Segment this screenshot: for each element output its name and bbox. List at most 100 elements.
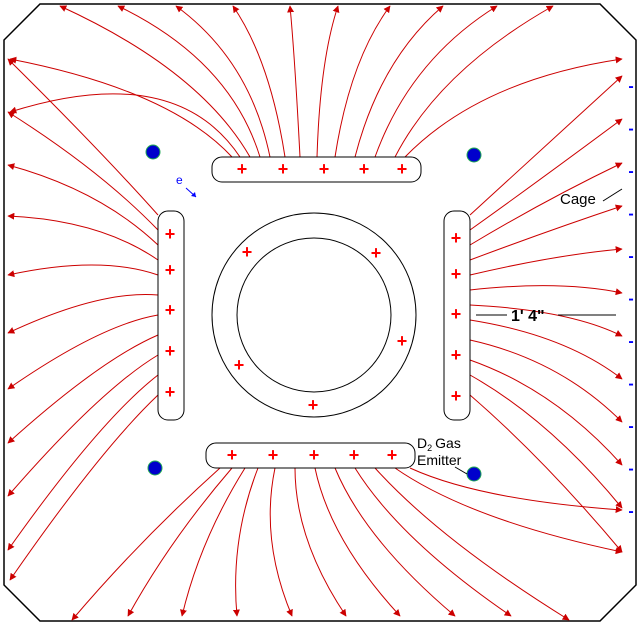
field-line xyxy=(409,467,623,514)
field-line xyxy=(334,5,391,158)
negative-charge: - xyxy=(628,121,633,138)
negative-charge: - xyxy=(628,333,633,350)
field-line xyxy=(469,285,623,296)
field-line xyxy=(175,5,271,158)
field-line xyxy=(7,334,159,444)
electron-label: e xyxy=(176,173,183,187)
negative-charge: - xyxy=(628,291,633,308)
emitter-label-line2: Emitter xyxy=(417,452,462,468)
positive-charge: + xyxy=(397,331,408,351)
emitter-dot-bottom-left xyxy=(147,460,163,476)
field-lines xyxy=(7,5,623,621)
positive-charge: + xyxy=(319,159,330,179)
emitter-leader-line xyxy=(454,466,468,475)
cage-leader-line xyxy=(602,188,623,202)
field-line xyxy=(469,162,623,246)
field-line xyxy=(334,467,456,617)
positive-charge: + xyxy=(278,159,289,179)
field-line xyxy=(469,204,623,261)
field-line xyxy=(354,5,444,158)
field-line xyxy=(7,374,159,551)
emitter-label-line1: D2 Gas xyxy=(417,435,461,453)
cage-label: Cage xyxy=(560,191,596,208)
field-line xyxy=(469,339,623,423)
electron-arrow-icon xyxy=(185,187,197,198)
negative-charge: - xyxy=(628,78,633,95)
positive-charge: + xyxy=(268,445,279,465)
emitter-dot-bottom-right xyxy=(466,466,482,482)
field-line xyxy=(354,467,512,617)
field-line xyxy=(7,314,159,390)
field-line xyxy=(469,359,623,466)
field-line xyxy=(294,467,347,617)
field-line xyxy=(374,5,498,158)
positive-charge: + xyxy=(227,445,238,465)
positive-charge: + xyxy=(359,159,370,179)
field-line xyxy=(469,75,623,216)
positive-charge: + xyxy=(451,386,462,406)
positive-charge: + xyxy=(165,341,176,361)
positive-charge: + xyxy=(387,445,398,465)
emitter-dot-top-right xyxy=(466,147,482,163)
positive-charge: + xyxy=(165,260,176,280)
field-line xyxy=(9,56,233,158)
negative-charge: - xyxy=(628,461,633,478)
field-line xyxy=(7,111,159,231)
field-line xyxy=(269,467,293,617)
positive-charge: + xyxy=(451,304,462,324)
field-line xyxy=(232,467,259,617)
negative-charge: - xyxy=(628,418,633,435)
positive-charge: + xyxy=(308,395,319,415)
field-line xyxy=(469,319,623,380)
field-line xyxy=(127,467,233,617)
field-line xyxy=(7,212,159,261)
field-line xyxy=(7,163,159,246)
negative-charge: - xyxy=(628,206,633,223)
field-line xyxy=(117,5,261,158)
positive-charge: + xyxy=(451,228,462,248)
positive-charge: + xyxy=(242,242,253,262)
chamber-outline xyxy=(3,3,637,622)
field-line xyxy=(180,467,246,617)
bottom-electrode xyxy=(205,442,416,469)
field-line xyxy=(314,467,401,617)
field-line xyxy=(469,118,623,231)
field-line xyxy=(9,394,159,581)
field-line xyxy=(7,264,159,278)
cage-negative-charges: - - - - - - - - - - - xyxy=(628,78,633,520)
positive-charge: + xyxy=(237,159,248,179)
field-line xyxy=(71,467,221,621)
positive-charges: + + + + + + + + + + + + + + + + + + + + + + + + + xyxy=(165,159,462,465)
positive-charge: + xyxy=(165,382,176,402)
field-line xyxy=(316,5,340,158)
positive-charge: + xyxy=(234,355,245,375)
negative-charge: - xyxy=(628,163,633,180)
field-line xyxy=(59,5,251,158)
left-electrode xyxy=(157,210,185,421)
field-line xyxy=(232,5,286,158)
field-line xyxy=(7,294,159,334)
field-line xyxy=(7,58,159,216)
positive-charge: + xyxy=(397,159,408,179)
outer-ring xyxy=(211,212,417,418)
field-line xyxy=(7,354,159,497)
emitter-dot-top-left xyxy=(145,144,161,160)
field-line xyxy=(469,394,623,553)
positive-charge: + xyxy=(309,445,320,465)
negative-charge: - xyxy=(628,248,633,265)
field-line xyxy=(394,5,554,158)
field-line xyxy=(469,246,623,276)
positive-charge: + xyxy=(451,345,462,365)
dimension-label: 1' 4" xyxy=(511,308,545,325)
field-line xyxy=(394,467,623,555)
positive-charge: + xyxy=(349,445,360,465)
positive-charge: + xyxy=(165,300,176,320)
positive-charge: + xyxy=(451,264,462,284)
field-line xyxy=(469,304,623,337)
field-line xyxy=(374,467,570,621)
negative-charge: - xyxy=(628,503,633,520)
top-electrode xyxy=(211,156,422,183)
field-line xyxy=(404,56,623,158)
inner-ring xyxy=(236,237,392,393)
